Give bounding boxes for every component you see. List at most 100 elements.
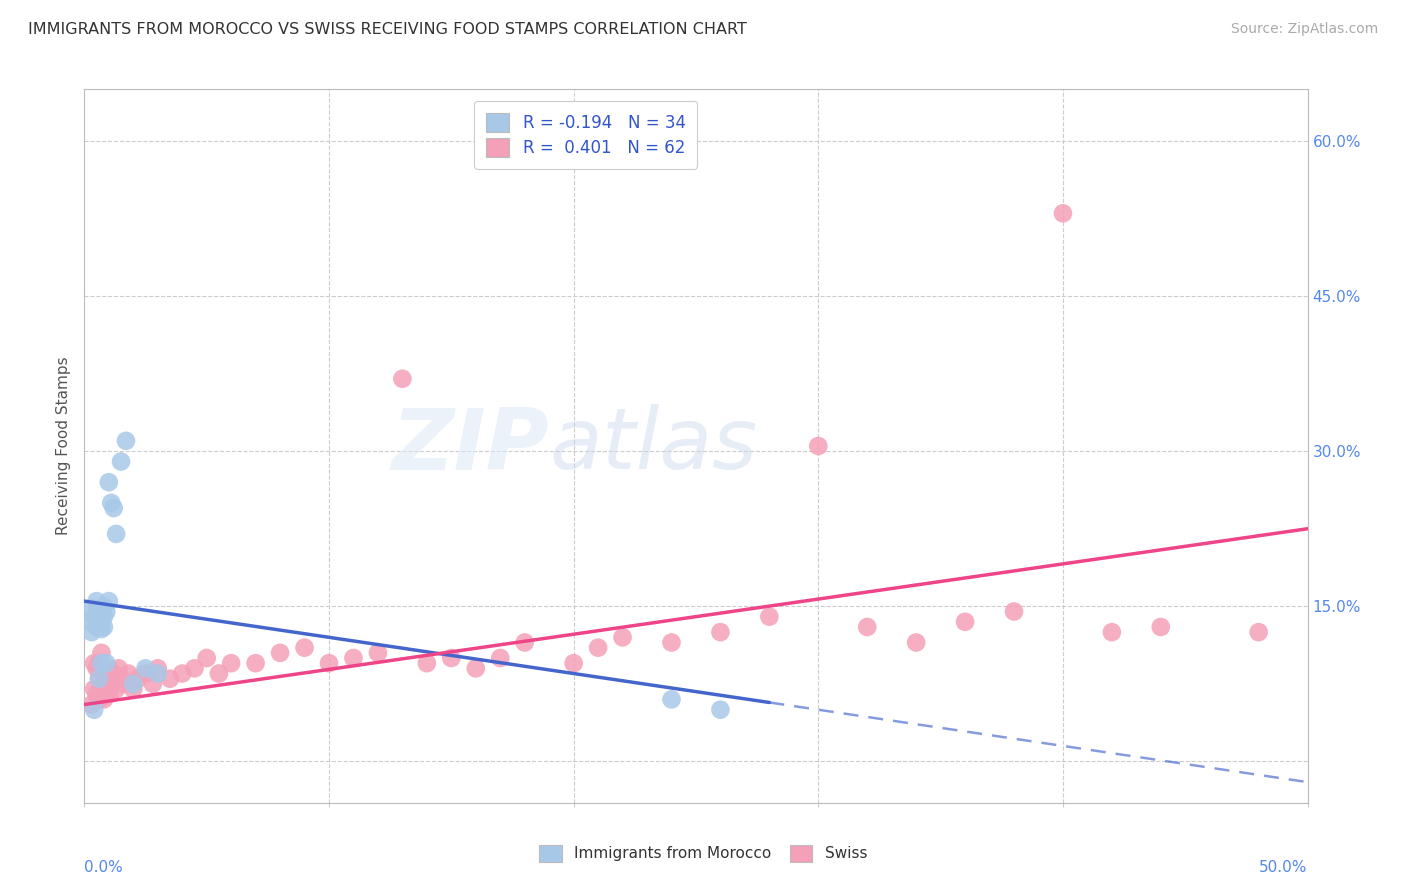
Point	[105, 681, 128, 696]
Point	[159, 672, 181, 686]
Point	[1101, 625, 1123, 640]
Point	[93, 599, 115, 614]
Point	[807, 439, 830, 453]
Point	[87, 656, 110, 670]
Point	[97, 594, 120, 608]
Point	[146, 661, 169, 675]
Point	[86, 661, 108, 675]
Point	[586, 640, 609, 655]
Point	[856, 620, 879, 634]
Point	[103, 501, 125, 516]
Point	[86, 605, 108, 619]
Point	[135, 661, 157, 675]
Point	[87, 672, 110, 686]
Point	[90, 656, 112, 670]
Point	[86, 594, 108, 608]
Point	[86, 687, 108, 701]
Point	[127, 672, 149, 686]
Point	[90, 615, 112, 629]
Point	[146, 666, 169, 681]
Point	[905, 635, 928, 649]
Point	[245, 656, 267, 670]
Point	[489, 651, 512, 665]
Point	[122, 677, 145, 691]
Legend: R = -0.194   N = 34, R =  0.401   N = 62: R = -0.194 N = 34, R = 0.401 N = 62	[474, 101, 697, 169]
Point	[294, 640, 316, 655]
Point	[367, 646, 389, 660]
Point	[110, 672, 132, 686]
Point	[90, 681, 112, 696]
Point	[97, 475, 120, 490]
Point	[562, 656, 585, 670]
Point	[183, 661, 205, 675]
Point	[96, 656, 118, 670]
Text: atlas: atlas	[550, 404, 758, 488]
Point	[93, 620, 115, 634]
Point	[105, 527, 128, 541]
Point	[83, 609, 105, 624]
Point	[77, 615, 100, 629]
Y-axis label: Receiving Food Stamps: Receiving Food Stamps	[56, 357, 72, 535]
Point	[219, 656, 242, 670]
Point	[90, 622, 112, 636]
Text: ZIP: ZIP	[391, 404, 550, 488]
Legend: Immigrants from Morocco, Swiss: Immigrants from Morocco, Swiss	[533, 838, 873, 868]
Point	[97, 687, 120, 701]
Point	[612, 630, 634, 644]
Point	[97, 661, 120, 675]
Point	[110, 454, 132, 468]
Text: 0.0%: 0.0%	[84, 860, 124, 875]
Point	[122, 681, 145, 696]
Point	[80, 601, 103, 615]
Point	[103, 666, 125, 681]
Point	[661, 692, 683, 706]
Point	[1052, 206, 1074, 220]
Point	[83, 681, 105, 696]
Point	[90, 661, 112, 675]
Point	[90, 601, 112, 615]
Point	[342, 651, 364, 665]
Point	[135, 666, 157, 681]
Point	[440, 651, 463, 665]
Point	[208, 666, 231, 681]
Point	[112, 677, 135, 691]
Point	[96, 672, 118, 686]
Point	[195, 651, 218, 665]
Point	[100, 677, 122, 691]
Point	[172, 666, 194, 681]
Point	[87, 609, 110, 624]
Point	[87, 692, 110, 706]
Text: 50.0%: 50.0%	[1260, 860, 1308, 875]
Point	[90, 646, 112, 660]
Point	[83, 656, 105, 670]
Point	[709, 625, 731, 640]
Point	[269, 646, 291, 660]
Point	[87, 672, 110, 686]
Point	[953, 615, 976, 629]
Point	[416, 656, 439, 670]
Point	[464, 661, 486, 675]
Text: IMMIGRANTS FROM MOROCCO VS SWISS RECEIVING FOOD STAMPS CORRELATION CHART: IMMIGRANTS FROM MOROCCO VS SWISS RECEIVI…	[28, 22, 747, 37]
Point	[142, 677, 165, 691]
Point	[87, 605, 110, 619]
Point	[513, 635, 536, 649]
Point	[96, 681, 118, 696]
Point	[93, 666, 115, 681]
Point	[80, 698, 103, 712]
Point	[1247, 625, 1270, 640]
Point	[709, 703, 731, 717]
Point	[107, 661, 129, 675]
Point	[86, 620, 108, 634]
Point	[80, 625, 103, 640]
Point	[86, 612, 108, 626]
Point	[661, 635, 683, 649]
Point	[117, 666, 139, 681]
Text: Source: ZipAtlas.com: Source: ZipAtlas.com	[1230, 22, 1378, 37]
Point	[93, 609, 115, 624]
Point	[758, 609, 780, 624]
Point	[318, 656, 340, 670]
Point	[90, 609, 112, 624]
Point	[1002, 605, 1025, 619]
Point	[93, 692, 115, 706]
Point	[83, 703, 105, 717]
